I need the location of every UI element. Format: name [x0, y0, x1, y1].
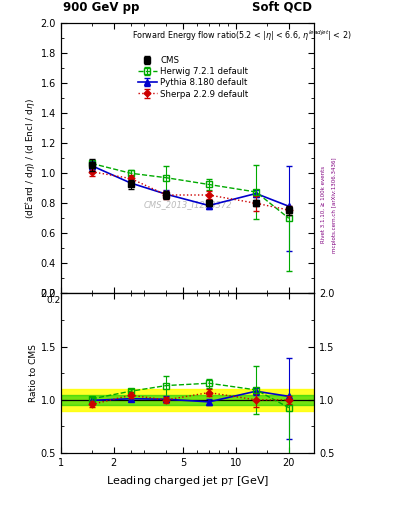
Text: 900 GeV pp: 900 GeV pp — [63, 1, 140, 14]
Text: Soft QCD: Soft QCD — [252, 1, 312, 14]
Text: mcplots.cern.ch [arXiv:1306.3436]: mcplots.cern.ch [arXiv:1306.3436] — [332, 157, 337, 252]
Bar — [61, 389, 314, 411]
Bar — [61, 395, 314, 405]
Text: CMS_2013_I1218372: CMS_2013_I1218372 — [143, 200, 232, 209]
Legend: CMS, Herwig 7.2.1 default, Pythia 8.180 default, Sherpa 2.2.9 default: CMS, Herwig 7.2.1 default, Pythia 8.180 … — [136, 54, 250, 100]
X-axis label: Leading charged jet p$_T$ [GeV]: Leading charged jet p$_T$ [GeV] — [106, 474, 269, 487]
Y-axis label: Ratio to CMS: Ratio to CMS — [29, 344, 38, 402]
Y-axis label: (dE$^t$ard / d$\eta$) / (d Encl / d$\eta$): (dE$^t$ard / d$\eta$) / (d Encl / d$\eta… — [24, 98, 38, 219]
Text: 0.2: 0.2 — [47, 296, 61, 305]
Text: Forward Energy flow ratio(5.2 < |$\eta$| < 6.6, $\eta^{leadjet}$| < 2): Forward Energy flow ratio(5.2 < |$\eta$|… — [132, 29, 351, 43]
Text: Rivet 3.1.10, ≥ 100k events: Rivet 3.1.10, ≥ 100k events — [320, 166, 325, 243]
